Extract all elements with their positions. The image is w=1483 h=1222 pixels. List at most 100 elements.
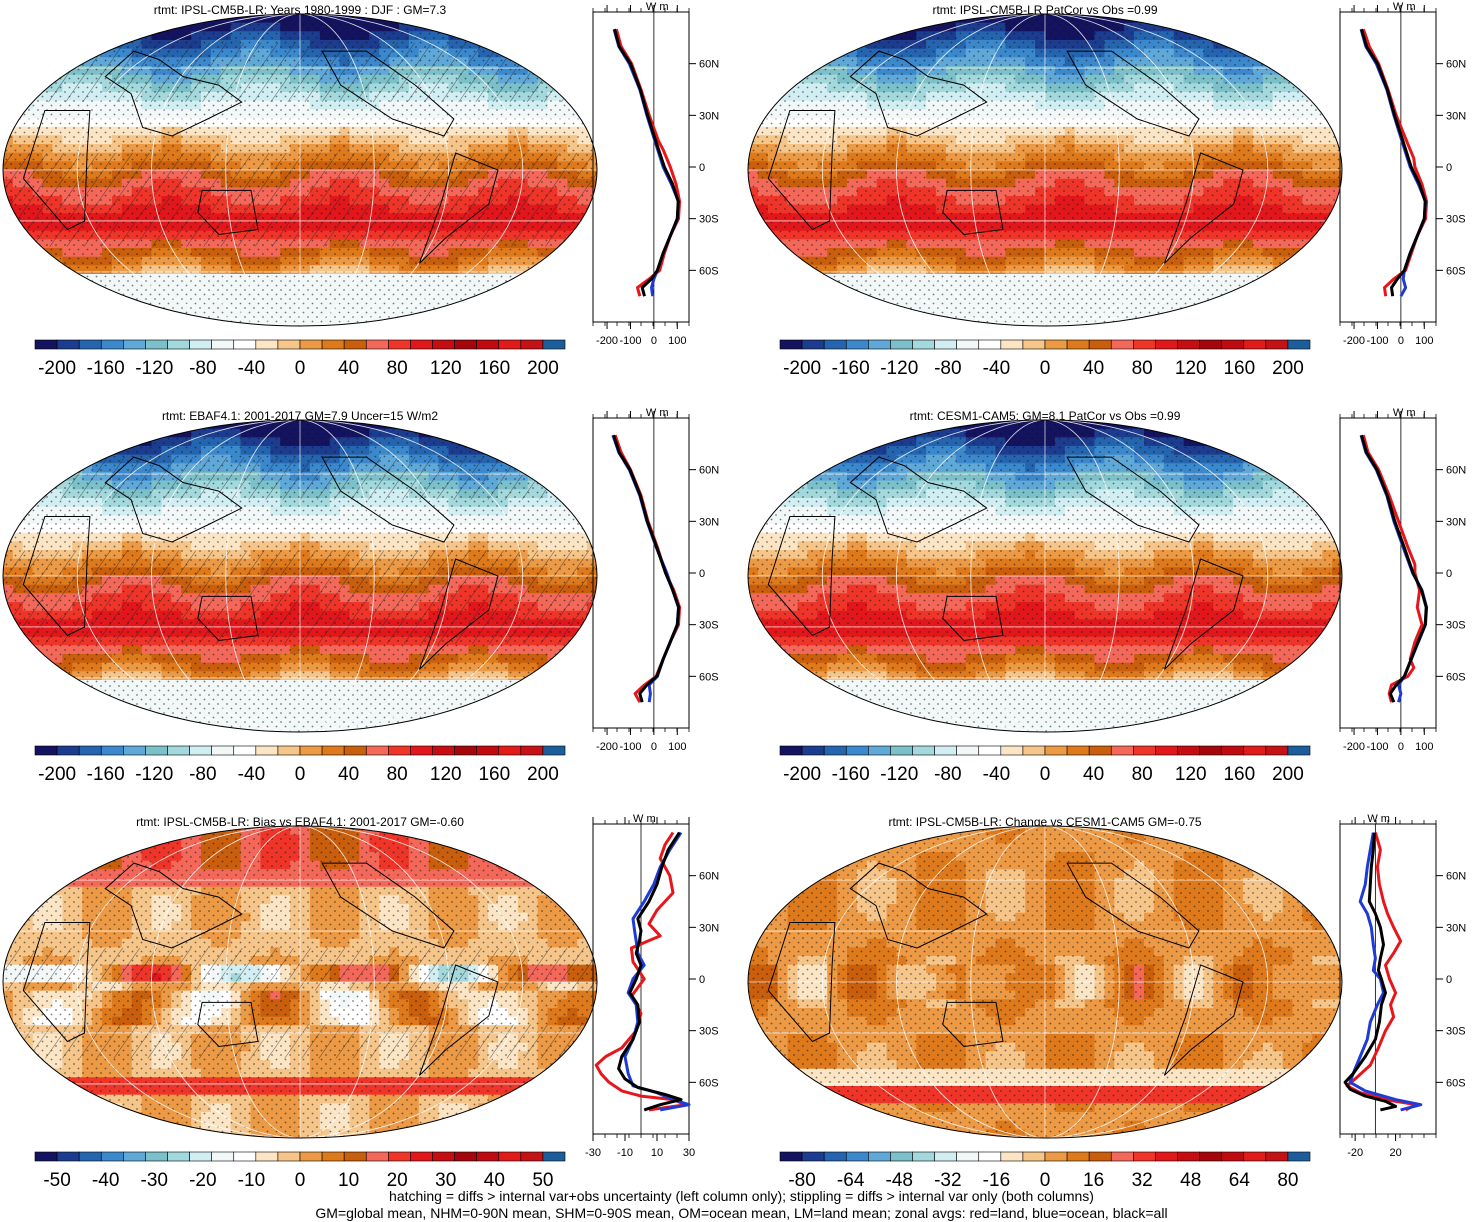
- colorbar-tick-label: -120: [135, 764, 173, 785]
- colorbar-tick-label: -160: [87, 358, 125, 379]
- colorbar-box: [1111, 340, 1133, 349]
- zonal-frame: [1340, 12, 1436, 322]
- colorbar-box: [868, 340, 890, 349]
- colorbar-box: [168, 1152, 190, 1161]
- colorbar-tick-label: -160: [832, 764, 870, 785]
- colorbar-box: [234, 746, 256, 755]
- colorbar-box: [890, 746, 912, 755]
- colorbar-box: [322, 1152, 344, 1161]
- colorbar-box: [499, 746, 521, 755]
- zonal-lat-label: 60N: [699, 465, 719, 477]
- zonal-lat-label: 60S: [699, 1077, 719, 1089]
- colorbar-box: [1067, 746, 1089, 755]
- zonal-lat-label: 60S: [1446, 265, 1466, 277]
- colorbar-box: [868, 1152, 890, 1161]
- zonal-lat-label: 30N: [1446, 922, 1466, 934]
- colorbar-box: [123, 340, 145, 349]
- colorbar-box: [101, 746, 123, 755]
- colorbar-tick-label: -160: [832, 358, 870, 379]
- map-field: [748, 826, 1343, 1139]
- colorbar-box: [1266, 1152, 1288, 1161]
- colorbar-box: [521, 746, 543, 755]
- colorbar-box: [1067, 1152, 1089, 1161]
- colorbar-box: [366, 1152, 388, 1161]
- colorbar-box: [1266, 746, 1288, 755]
- colorbar-tick-label: 80: [1132, 764, 1153, 785]
- zonal-x-label: -30: [585, 1147, 601, 1159]
- colorbar-tick-label: -80: [189, 358, 216, 379]
- colorbar-tick-label: 200: [527, 764, 559, 785]
- map-field: [3, 14, 598, 327]
- colorbar-box: [79, 1152, 101, 1161]
- colorbar-box: [212, 340, 234, 349]
- zonal-lat-label: 60N: [699, 59, 719, 71]
- zonal-x-label: -200: [596, 741, 618, 753]
- colorbar-box: [935, 1152, 957, 1161]
- zonal-x-label: -200: [1343, 741, 1365, 753]
- zonal-line-all: [1362, 435, 1427, 702]
- colorbar-box: [1288, 340, 1310, 349]
- colorbar-box: [499, 1152, 521, 1161]
- zonal-lat-label: 0: [699, 568, 705, 580]
- colorbar-box: [278, 340, 300, 349]
- colorbar-tick-label: 0: [295, 358, 306, 379]
- map-field: [3, 826, 598, 1139]
- colorbar-box: [913, 340, 935, 349]
- zonal-x-label: -100: [1366, 741, 1388, 753]
- colorbar-box: [846, 340, 868, 349]
- colorbar-tick-label: 200: [1272, 764, 1304, 785]
- colorbar-box: [388, 746, 410, 755]
- zonal-frame: [1340, 418, 1436, 728]
- colorbar-box: [455, 1152, 477, 1161]
- colorbar-box: [1045, 340, 1067, 349]
- zonal-lat-label: 30N: [699, 516, 719, 528]
- zonal-lat-label: 30S: [1446, 1026, 1466, 1038]
- colorbar-box: [1001, 1152, 1023, 1161]
- colorbar-box: [234, 1152, 256, 1161]
- colorbar-box: [123, 1152, 145, 1161]
- colorbar-box: [1001, 746, 1023, 755]
- colorbar-box: [234, 340, 256, 349]
- zonal-x-label: 0: [1398, 741, 1404, 753]
- colorbar-box: [979, 746, 1001, 755]
- zonal-line-land: [616, 29, 679, 296]
- colorbar-box: [410, 746, 432, 755]
- colorbar-box: [322, 746, 344, 755]
- zonal-lat-label: 0: [699, 162, 705, 174]
- zonal-lat-label: 30S: [1446, 214, 1466, 226]
- colorbar-tick-label: 40: [1083, 358, 1104, 379]
- colorbar-box: [1200, 746, 1222, 755]
- colorbar-box: [433, 340, 455, 349]
- colorbar-box: [433, 1152, 455, 1161]
- footer-note-legend: GM=global mean, NHM=0-90N mean, SHM=0-90…: [0, 1204, 1483, 1222]
- colorbar-box: [957, 340, 979, 349]
- colorbar-box: [388, 1152, 410, 1161]
- colorbar-box: [1200, 1152, 1222, 1161]
- colorbar-tick-label: 0: [295, 764, 306, 785]
- zonal-lat-label: 0: [1446, 568, 1452, 580]
- colorbar-box: [101, 340, 123, 349]
- colorbar-tick-label: 120: [1175, 764, 1207, 785]
- colorbar-tick-label: -120: [880, 358, 918, 379]
- colorbar-box: [802, 340, 824, 349]
- zonal-x-label: 0: [1398, 335, 1404, 347]
- map-field: [3, 420, 598, 733]
- colorbar-tick-label: 40: [1083, 764, 1104, 785]
- colorbar-box: [824, 746, 846, 755]
- colorbar-box: [190, 1152, 212, 1161]
- colorbar-box: [1023, 746, 1045, 755]
- zonal-x-label: -10: [617, 1147, 633, 1159]
- colorbar-box: [1089, 746, 1111, 755]
- colorbar-box: [145, 1152, 167, 1161]
- colorbar-box: [1244, 1152, 1266, 1161]
- colorbar-tick-label: -120: [135, 358, 173, 379]
- colorbar-box: [79, 340, 101, 349]
- colorbar-box: [935, 746, 957, 755]
- colorbar-tick-label: 120: [430, 358, 462, 379]
- colorbar-box: [824, 1152, 846, 1161]
- colorbar-box: [145, 340, 167, 349]
- zonal-line-all: [614, 435, 679, 702]
- colorbar-tick-label: 160: [1223, 764, 1255, 785]
- colorbar-box: [935, 340, 957, 349]
